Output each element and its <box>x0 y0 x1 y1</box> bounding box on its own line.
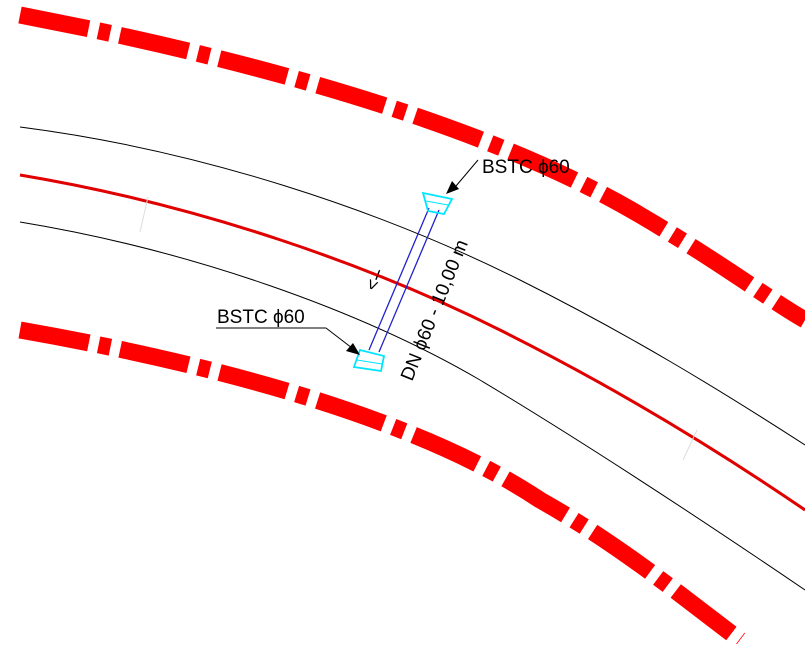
culvert-label-top: BSTC ϕ60 <box>482 157 570 178</box>
station-tick <box>682 429 698 461</box>
station-tick <box>139 196 149 233</box>
leader-bottom <box>216 327 360 355</box>
culvert-pipe <box>368 207 440 353</box>
culvert-label-bottom: BSTC ϕ60 <box>217 307 305 328</box>
right-of-way-boundary-bottom <box>18 321 746 647</box>
road-centerline <box>19 173 805 512</box>
road-edge-top <box>19 126 805 446</box>
right-of-way-boundary-top <box>18 6 805 328</box>
road-edge-bottom <box>19 221 805 591</box>
leader-top <box>446 159 479 194</box>
culvert-head-bottom <box>352 348 386 373</box>
culvert-head-top <box>421 191 454 216</box>
